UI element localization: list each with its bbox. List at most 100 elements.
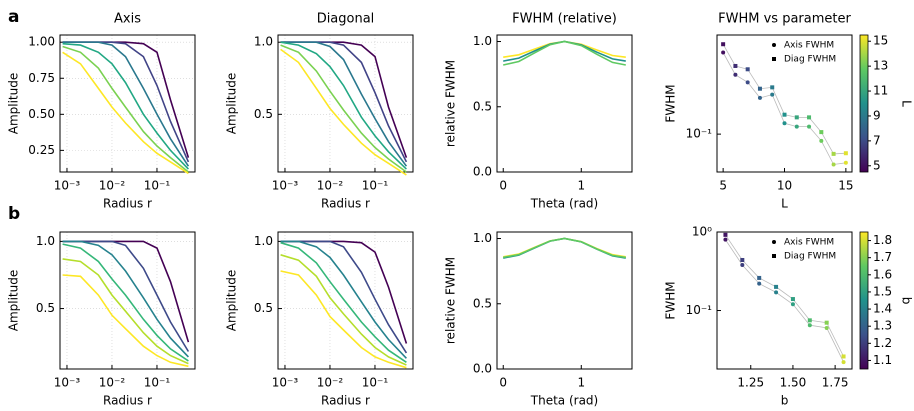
x-tick-label: 10⁻³ xyxy=(54,179,81,193)
series-line xyxy=(503,40,626,62)
y-tick-label: 0.25 xyxy=(28,143,55,157)
marker xyxy=(757,86,762,91)
series-line xyxy=(280,254,407,366)
panel-label: b xyxy=(8,204,20,224)
y-tick-label: 0.5 xyxy=(473,296,492,310)
x-axis-label: Theta (rad) xyxy=(530,394,598,408)
marker xyxy=(774,284,779,289)
marker xyxy=(819,130,824,135)
series-line xyxy=(62,240,189,358)
colorbar-tick-label: 1.5 xyxy=(873,284,892,298)
y-tick-label: 10⁻¹ xyxy=(686,303,713,317)
series-line xyxy=(62,41,190,167)
marker xyxy=(819,138,824,143)
y-axis-label: Amplitude xyxy=(7,270,21,332)
series-line xyxy=(280,240,408,344)
y-tick-label: 1.0 xyxy=(254,234,273,248)
colorbar-label: b xyxy=(900,297,914,305)
colorbar-tick-label: 7 xyxy=(873,133,881,147)
y-tick-label: 0.5 xyxy=(36,301,55,315)
legend-marker xyxy=(772,43,776,47)
marker xyxy=(790,297,795,302)
plot-frame xyxy=(59,231,196,370)
x-tick-label: 1.50 xyxy=(780,376,807,390)
series-line xyxy=(280,48,407,176)
chart-title: FWHM vs parameter xyxy=(718,12,851,27)
marker xyxy=(733,63,738,68)
colorbar-label: L xyxy=(900,100,914,107)
x-tick-label: 10⁻³ xyxy=(272,179,299,193)
marker xyxy=(841,354,846,359)
marker xyxy=(745,67,750,72)
marker xyxy=(843,160,848,165)
x-tick-label: 15 xyxy=(838,179,853,193)
series-line xyxy=(280,41,407,170)
marker xyxy=(745,80,750,85)
marker xyxy=(740,262,745,267)
marker xyxy=(782,121,787,126)
series-line xyxy=(280,240,407,359)
y-axis-label: FWHM xyxy=(664,84,678,122)
marker xyxy=(782,112,787,117)
x-tick-label: 10⁻² xyxy=(317,376,344,390)
marker xyxy=(774,290,779,295)
series-line xyxy=(725,234,844,357)
marker xyxy=(733,72,738,77)
x-tick-label: 10⁻¹ xyxy=(144,179,171,193)
series-line xyxy=(503,40,626,66)
series-line xyxy=(62,51,189,175)
x-tick-label: 10⁻¹ xyxy=(144,376,171,390)
colorbar-tick-label: 1.6 xyxy=(873,267,892,281)
series-line xyxy=(62,42,189,170)
series-line xyxy=(62,41,190,158)
x-tick-label: 10⁻¹ xyxy=(362,376,389,390)
series-line xyxy=(62,243,189,362)
x-tick-label: 5 xyxy=(719,179,727,193)
x-tick-label: 0 xyxy=(499,376,507,390)
y-tick-label: 10⁻¹ xyxy=(686,127,713,141)
series-line xyxy=(62,240,190,343)
series-line xyxy=(280,41,408,167)
series-line xyxy=(503,237,626,259)
chart-title: Axis xyxy=(114,12,141,27)
series-line xyxy=(280,240,408,354)
x-tick-label: 1 xyxy=(577,376,585,390)
marker xyxy=(723,237,728,242)
x-tick-label: 1 xyxy=(577,179,585,193)
y-tick-label: 0.75 xyxy=(28,71,55,85)
marker xyxy=(794,124,799,129)
x-axis-label: Theta (rad) xyxy=(530,197,598,211)
series-line xyxy=(62,41,190,163)
marker xyxy=(757,95,762,100)
marker xyxy=(794,115,799,120)
y-tick-label: 0.5 xyxy=(254,301,273,315)
marker xyxy=(807,124,812,129)
marker xyxy=(831,162,836,167)
x-axis-label: Radius r xyxy=(321,394,370,408)
colorbar-tick-label: 1.2 xyxy=(873,336,892,350)
x-tick-label: 1.75 xyxy=(822,376,849,390)
x-tick-label: 10⁻¹ xyxy=(362,179,389,193)
series-line xyxy=(62,274,189,368)
colorbar xyxy=(859,231,869,370)
series-line xyxy=(280,241,407,363)
x-axis-label: Radius r xyxy=(103,394,152,408)
colorbar-tick-label: 11 xyxy=(873,84,888,98)
y-axis-label: FWHM xyxy=(664,281,678,319)
x-tick-label: 1.25 xyxy=(737,376,764,390)
marker xyxy=(831,151,836,156)
y-tick-label: 1.0 xyxy=(254,35,273,49)
series-line xyxy=(722,52,846,165)
y-tick-label: 0.0 xyxy=(473,362,492,376)
x-tick-label: 10⁻² xyxy=(99,376,126,390)
marker xyxy=(790,302,795,307)
series-line xyxy=(62,45,189,173)
colorbar-tick-label: 13 xyxy=(873,59,888,73)
marker xyxy=(807,318,812,323)
marker xyxy=(721,42,726,47)
y-tick-label: 0.50 xyxy=(28,107,55,121)
plot-frame xyxy=(277,34,414,173)
colorbar-tick-label: 1.4 xyxy=(873,302,892,316)
legend-marker xyxy=(772,254,776,258)
marker xyxy=(770,92,775,97)
